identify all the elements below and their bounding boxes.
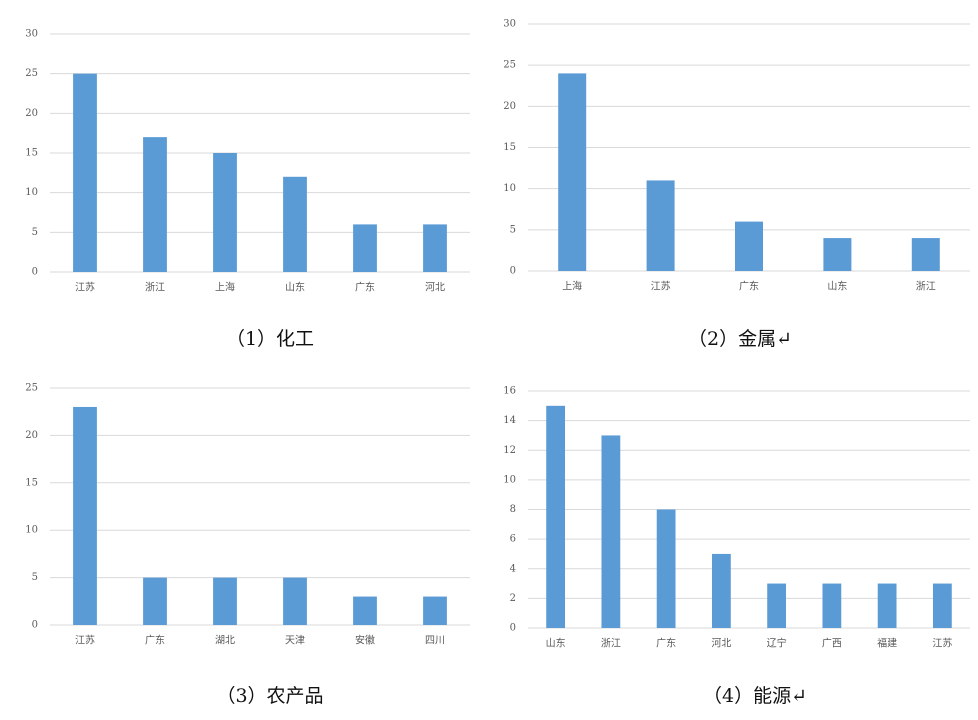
x-tick-label: 江苏 <box>75 281 95 294</box>
bar <box>823 238 852 271</box>
bar <box>601 435 621 628</box>
y-tick-label: 5 <box>510 224 516 235</box>
bar <box>283 176 307 272</box>
y-tick-label: 4 <box>510 563 516 574</box>
bar <box>143 577 167 625</box>
y-tick-label: 10 <box>25 187 38 198</box>
x-tick-label: 广东 <box>739 280 759 293</box>
y-tick-label: 25 <box>503 60 516 71</box>
bar <box>656 509 676 628</box>
bar <box>711 553 731 628</box>
x-tick-label: 上海 <box>215 281 235 294</box>
y-tick-label: 8 <box>510 504 516 515</box>
x-tick-label: 广西 <box>822 638 842 650</box>
x-tick-label: 四川 <box>425 636 445 647</box>
x-tick-label: 河北 <box>425 282 445 294</box>
bar <box>546 405 566 628</box>
bar <box>353 224 377 272</box>
x-tick-label: 广东 <box>145 634 165 647</box>
y-tick-label: 2 <box>510 593 516 604</box>
x-tick-label: 上海 <box>562 280 582 293</box>
bar <box>73 406 97 625</box>
y-tick-label: 0 <box>32 620 38 631</box>
x-tick-label: 湖北 <box>215 635 235 647</box>
y-tick-label: 10 <box>503 183 516 194</box>
y-tick-label: 5 <box>32 227 38 238</box>
x-tick-label: 浙江 <box>145 282 165 294</box>
y-tick-label: 30 <box>503 19 516 30</box>
y-tick-label: 0 <box>32 267 38 278</box>
bar <box>213 577 237 625</box>
bar <box>283 577 307 625</box>
chart-caption: （1）化工 <box>226 328 314 350</box>
y-tick-label: 25 <box>25 68 38 79</box>
chart-caption: （4）能源↵ <box>703 685 807 707</box>
y-tick-label: 10 <box>25 525 38 536</box>
bar <box>213 153 237 272</box>
bar <box>558 73 587 272</box>
chart-caption: （2）金属↵ <box>688 328 792 350</box>
y-tick-label: 20 <box>25 430 38 441</box>
x-tick-label: 江苏 <box>75 634 95 647</box>
bar <box>423 224 447 272</box>
bar <box>822 583 842 628</box>
x-tick-label: 山东 <box>546 637 566 650</box>
y-tick-label: 12 <box>503 445 516 456</box>
x-tick-label: 浙江 <box>916 281 936 293</box>
x-tick-label: 山东 <box>827 280 847 293</box>
y-tick-label: 0 <box>510 266 516 277</box>
chart-caption: （3）农产品 <box>216 685 323 707</box>
y-tick-label: 6 <box>510 534 516 545</box>
bar <box>767 583 787 628</box>
x-tick-label: 广东 <box>355 281 375 294</box>
x-tick-label: 辽宁 <box>767 637 787 650</box>
y-tick-label: 15 <box>503 142 516 153</box>
bar <box>423 596 447 625</box>
y-tick-label: 15 <box>25 148 38 159</box>
x-tick-label: 江苏 <box>651 280 671 293</box>
x-tick-label: 河北 <box>711 638 731 650</box>
bar <box>646 180 675 271</box>
bar <box>877 583 897 628</box>
y-tick-label: 20 <box>503 101 516 112</box>
bar <box>143 137 167 272</box>
y-tick-label: 20 <box>25 108 38 119</box>
y-tick-label: 30 <box>25 29 38 40</box>
bar <box>911 238 940 271</box>
x-tick-label: 福建 <box>877 637 897 650</box>
bar <box>73 73 97 273</box>
y-tick-label: 14 <box>503 415 516 426</box>
x-tick-label: 山东 <box>285 281 305 294</box>
x-tick-label: 安徽 <box>355 634 375 647</box>
bar <box>735 221 763 271</box>
y-tick-label: 16 <box>503 386 516 397</box>
x-tick-label: 广东 <box>656 637 676 650</box>
bar <box>353 596 377 625</box>
y-tick-label: 10 <box>503 474 516 485</box>
y-tick-label: 25 <box>25 383 38 394</box>
x-tick-label: 江苏 <box>932 637 952 650</box>
bar <box>932 583 952 628</box>
x-tick-label: 浙江 <box>601 638 621 650</box>
y-tick-label: 0 <box>510 623 516 634</box>
y-tick-label: 5 <box>32 572 38 583</box>
y-tick-label: 15 <box>25 477 38 488</box>
x-tick-label: 天津 <box>285 635 305 647</box>
